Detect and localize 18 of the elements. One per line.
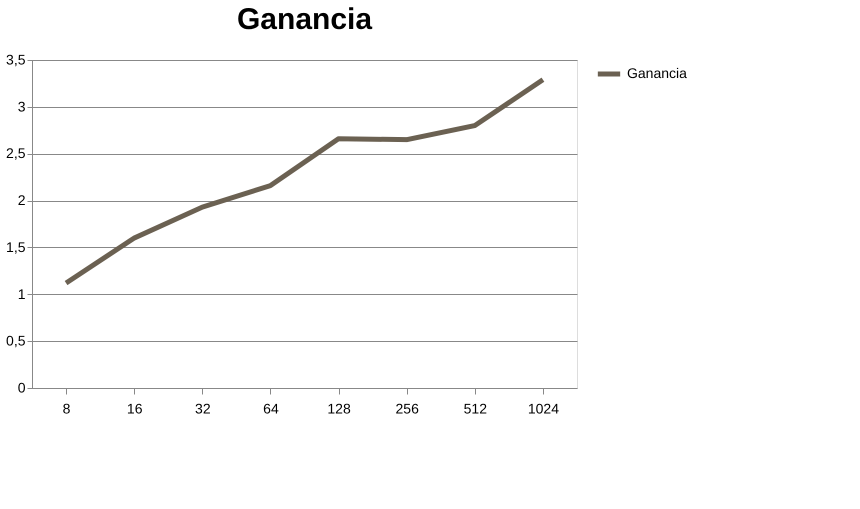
- y-tick-label: 2,5: [6, 145, 26, 162]
- y-tick-label: 2: [18, 192, 26, 208]
- x-tick-label: 8: [62, 400, 71, 416]
- x-tick-label: 256: [396, 400, 420, 416]
- x-tick-label: 1024: [528, 400, 560, 416]
- x-tick-label: 512: [464, 400, 488, 416]
- y-tick-label: 3: [18, 98, 26, 114]
- legend-label: Ganancia: [627, 65, 688, 81]
- y-tick-label: 1,5: [6, 238, 26, 255]
- x-tick-label: 64: [263, 400, 279, 416]
- chart-title: Ganancia: [236, 3, 372, 36]
- y-tick-label: 3,5: [6, 52, 26, 68]
- x-tick-label: 32: [195, 400, 211, 416]
- y-tick-label: 0: [18, 380, 26, 396]
- x-tick-label: 16: [126, 400, 143, 416]
- y-tick-label: 0,5: [6, 332, 26, 349]
- x-tick-label: 128: [327, 400, 351, 416]
- y-tick-label: 1: [18, 286, 26, 302]
